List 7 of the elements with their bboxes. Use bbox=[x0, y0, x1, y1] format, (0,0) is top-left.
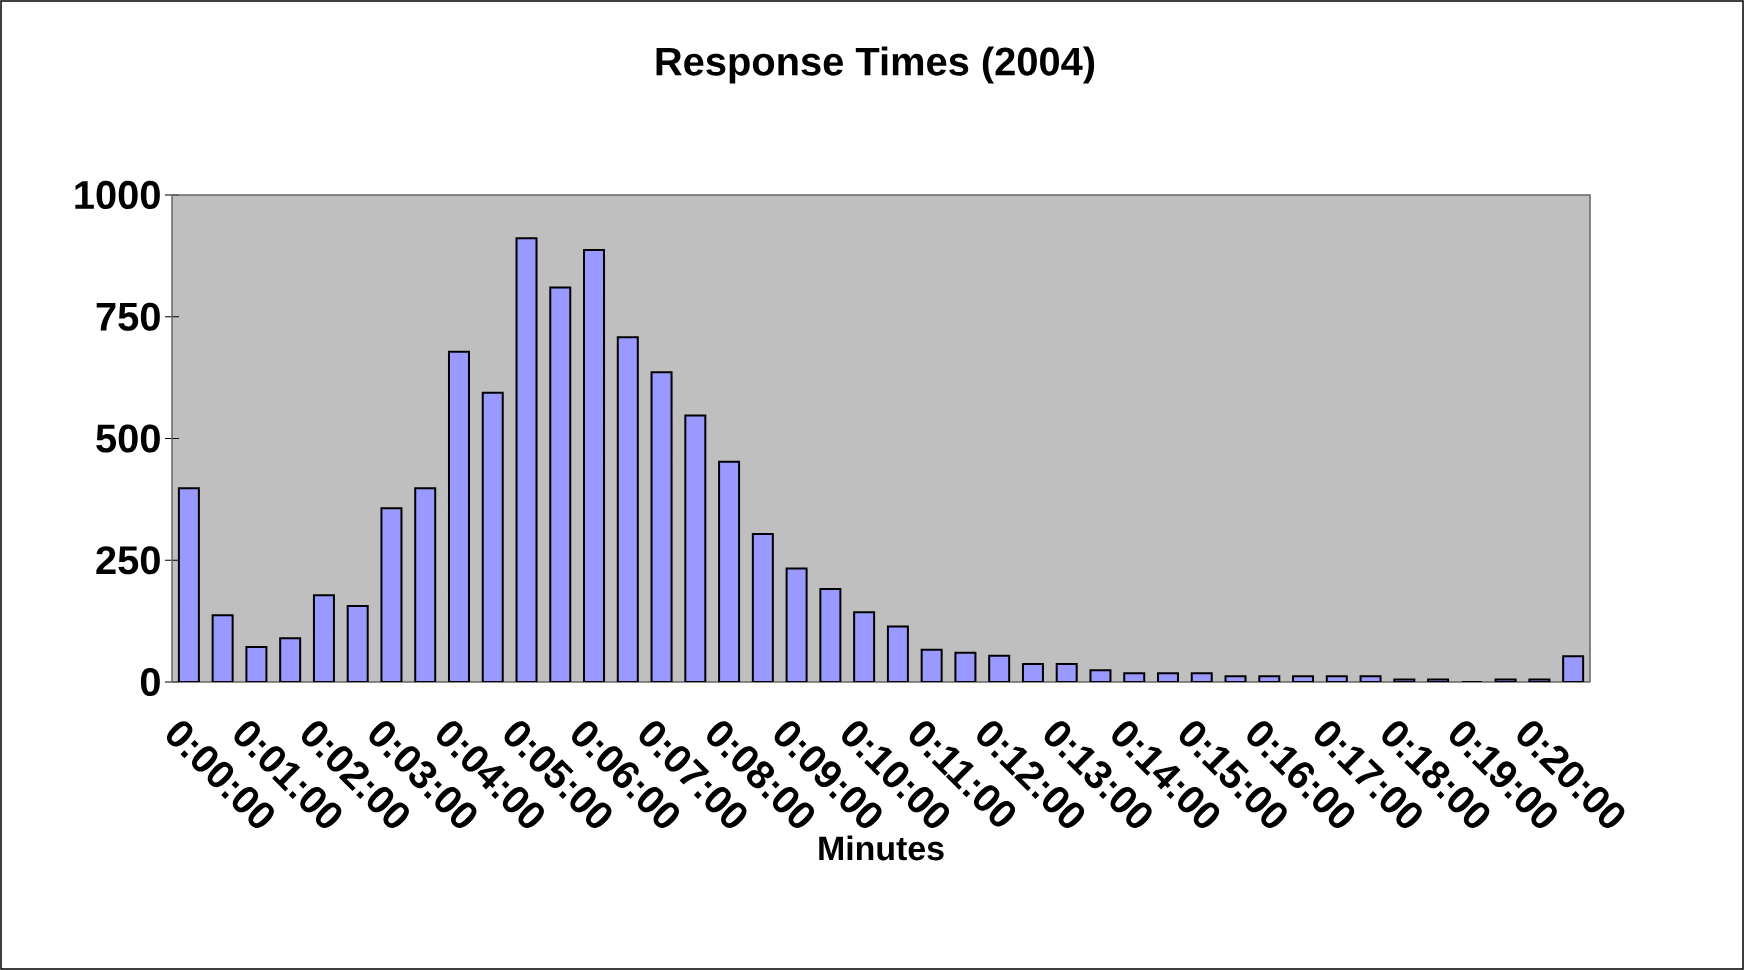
y-tick-label: 0 bbox=[140, 667, 160, 697]
y-tick-label: 1000 bbox=[75, 180, 160, 210]
x-axis-title: Minutes bbox=[819, 835, 944, 861]
y-tick-label: 250 bbox=[96, 546, 160, 575]
y-tick-label: 750 bbox=[96, 302, 160, 331]
chart-title: Response Times (2004) bbox=[656, 46, 1095, 84]
y-tick-label: 500 bbox=[96, 424, 160, 453]
